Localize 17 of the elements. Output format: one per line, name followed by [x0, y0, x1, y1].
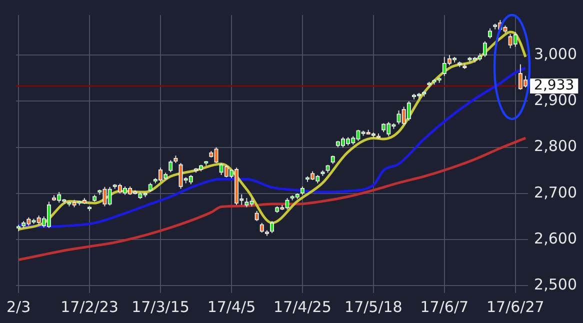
y-tick-label: 2,800	[534, 137, 578, 156]
x-tick-label: 17/4/25	[274, 298, 332, 316]
x-tick-label: 17/2/23	[60, 298, 118, 316]
y-tick-label: 3,000	[534, 45, 578, 63]
line-series	[17, 66, 527, 228]
x-tick-label: 17/6/7	[420, 298, 469, 316]
y-tick-label: 2,700	[534, 183, 578, 202]
ref-line-label: 2,933	[534, 78, 574, 94]
x-tick-label: 17/3/15	[132, 298, 190, 316]
y-tick-label: 2,600	[534, 229, 578, 248]
y-tick-label: 2,500	[534, 276, 578, 294]
line-series	[17, 136, 527, 262]
x-tick-label: 17/5/18	[344, 298, 402, 316]
x-tick-label: 17/4/5	[207, 298, 256, 316]
y-tick-label: 2,900	[534, 91, 578, 110]
x-tick-label: 2/3	[6, 298, 31, 316]
x-tick-label: 17/6/27	[486, 298, 544, 316]
